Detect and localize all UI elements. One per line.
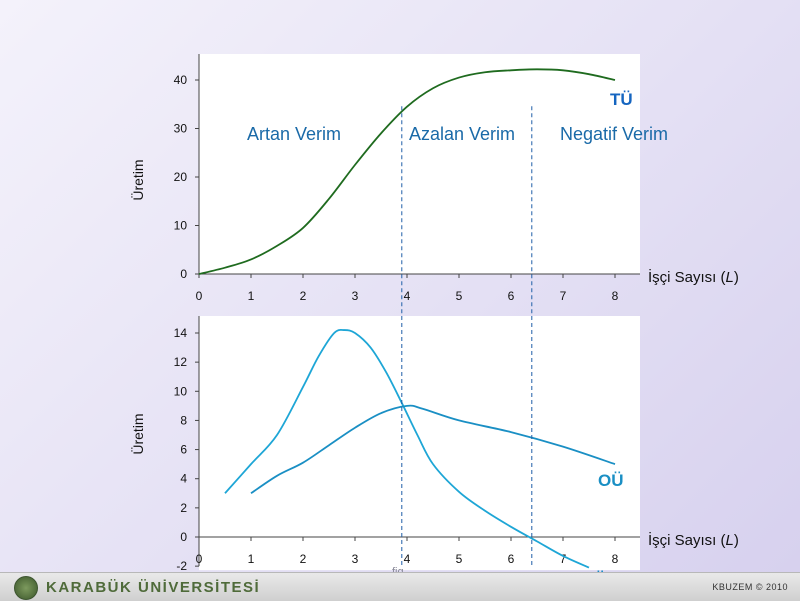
y-tick-label: 6 (180, 443, 187, 457)
y-tick-label: 30 (174, 122, 188, 136)
plot-area (199, 54, 640, 274)
y-tick-label: 0 (180, 530, 187, 544)
y-tick-label: 14 (174, 326, 188, 340)
x-tick-label: 0 (196, 552, 203, 566)
series-line-mü (224, 328, 590, 569)
x-tick-label: 1 (248, 289, 255, 303)
x-tick-label: 8 (612, 289, 619, 303)
series-line-tü (198, 68, 616, 275)
y-tick-label: 10 (174, 384, 188, 398)
y-tick-label: 40 (174, 73, 188, 87)
series-label-ou: OÜ (598, 471, 624, 490)
university-brand: KARABÜK ÜNİVERSİTESİ (46, 579, 261, 596)
y-axis-label: Üretim (129, 413, 146, 454)
x-tick-label: 0 (196, 289, 203, 303)
y-tick-label: 12 (174, 355, 188, 369)
plot-area-negative (199, 537, 640, 571)
x-tick-label: 1 (248, 552, 255, 566)
x-tick-label: 5 (456, 552, 463, 566)
x-tick-label: 4 (404, 289, 411, 303)
x-tick-label: 2 (300, 552, 307, 566)
x-axis-label: İşçi Sayısı (L) (648, 531, 739, 549)
series-label-tu: TÜ (610, 90, 633, 109)
region-label-2: Azalan Verim (409, 124, 515, 144)
region-label-1: Artan Verim (247, 124, 341, 144)
chart-panel-1: 0 10 20 30 40 0 1 2 3 4 5 6 7 8 Üretim İşçi Sayısı (L) A… (129, 54, 739, 316)
y-tick-label: 20 (174, 170, 188, 184)
series-line-oü (250, 404, 616, 495)
y-tick-label: 4 (180, 472, 187, 486)
x-tick-label: 5 (456, 289, 463, 303)
footer-bar: KARABÜK ÜNİVERSİTESİ KBUZEM © 2010 (0, 572, 800, 601)
plot-area (199, 316, 640, 537)
region-label-3: Negatif Verim (560, 124, 668, 144)
footer-copyright: KBUZEM © 2010 (712, 582, 788, 592)
y-tick-label: 10 (174, 219, 188, 233)
x-tick-label: 8 (612, 552, 619, 566)
y-tick-label: -2 (176, 559, 187, 573)
x-tick-label: 6 (508, 552, 515, 566)
university-seal-icon (14, 576, 38, 600)
x-tick-label: 2 (300, 289, 307, 303)
x-tick-label: 6 (508, 289, 515, 303)
y-axis-label: Üretim (129, 159, 146, 200)
x-tick-label: 4 (404, 552, 411, 566)
x-axis-label: İşçi Sayısı (L) (648, 268, 739, 286)
y-tick-label: 8 (180, 413, 187, 427)
x-tick-label: 7 (560, 552, 567, 566)
x-tick-label: 3 (352, 289, 359, 303)
y-tick-label: 0 (180, 267, 187, 281)
y-tick-label: 2 (180, 501, 187, 515)
x-tick-label: 3 (352, 552, 359, 566)
x-tick-label: 7 (560, 289, 567, 303)
